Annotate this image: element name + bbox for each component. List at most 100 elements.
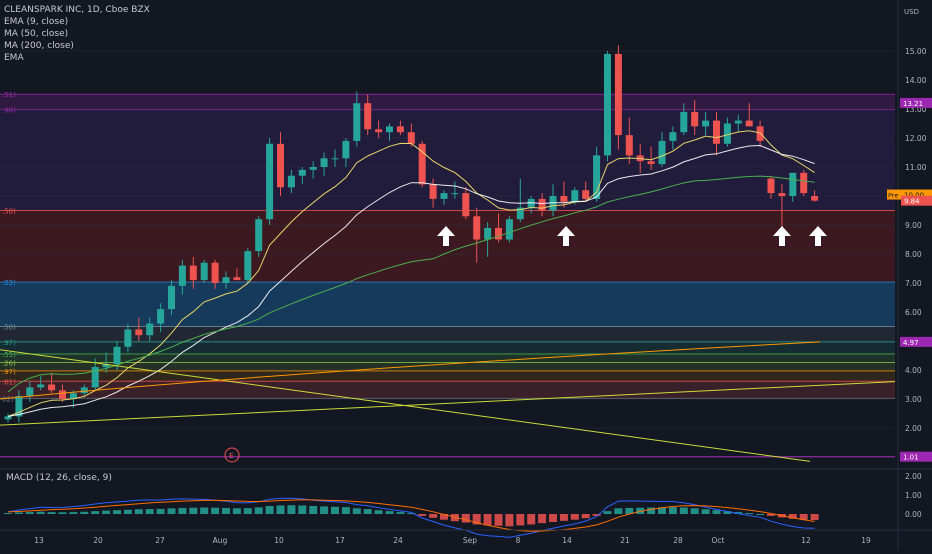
macd-tick: 1.00 — [905, 491, 922, 500]
candle-body — [157, 309, 165, 324]
macd-bar — [668, 507, 677, 514]
candle-body — [244, 251, 252, 281]
price-tick: 7.00 — [905, 279, 922, 288]
signal-line — [7, 499, 815, 532]
candle-body — [745, 120, 753, 127]
macd-bar — [123, 509, 132, 514]
trend-line-falling — [0, 349, 811, 462]
macd-bar — [134, 509, 143, 514]
time-tick: 20 — [93, 536, 103, 545]
macd-bar — [320, 506, 329, 514]
macd-bar — [91, 511, 100, 514]
macd-legend: MACD (12, 26, close, 9) — [6, 473, 112, 483]
fib-zone-8 — [0, 370, 895, 382]
candle-body — [178, 265, 186, 286]
fib-zone-9 — [0, 381, 895, 399]
macd-bar — [636, 507, 645, 514]
time-tick: 24 — [393, 536, 403, 545]
price-tag-low: 1.01 — [903, 454, 919, 462]
macd-bar — [331, 506, 339, 514]
candle-body — [146, 323, 154, 336]
trend-line-rising — [0, 381, 896, 426]
candle-body — [593, 155, 601, 199]
price-tick: 15.00 — [905, 47, 927, 56]
candle-body — [484, 227, 492, 240]
fib-zone-4 — [0, 326, 895, 342]
fib-zone-5 — [0, 341, 895, 355]
time-tick: 10 — [274, 536, 284, 545]
candle-body — [59, 390, 66, 399]
chart-legend: CLEANSPARK INC, 1D, Cboe BZX EMA (9, clo… — [4, 4, 150, 64]
price-tag-last: 9.84 — [904, 198, 920, 206]
fib-label-1: .98) — [2, 107, 16, 115]
candle-body — [375, 129, 383, 133]
candle-body — [168, 285, 175, 310]
price-tag-high-bg — [900, 97, 932, 108]
candle-body — [462, 193, 470, 217]
macd-bar — [549, 514, 557, 522]
candle-body — [277, 143, 284, 188]
price-tag-pre: 10.00 — [904, 192, 924, 200]
macd-line — [7, 497, 815, 538]
macd-bar — [243, 508, 252, 514]
candle-body — [80, 387, 88, 394]
price-tag-pre-bg — [901, 189, 932, 200]
price-tick: 11.00 — [905, 163, 927, 172]
price-tick: 12.00 — [905, 134, 927, 143]
candle-body — [135, 329, 143, 336]
macd-bar — [47, 512, 56, 514]
macd-bar — [538, 514, 547, 524]
macd-bar — [232, 508, 241, 514]
time-tick: Sep — [463, 536, 477, 545]
candle-body — [102, 364, 110, 368]
macd-bar — [701, 509, 710, 514]
macd-tick: 2.00 — [905, 472, 922, 481]
time-tick: 27 — [155, 536, 165, 545]
macd-bar — [799, 514, 808, 520]
candle-body — [418, 143, 426, 185]
price-tick: 14.00 — [905, 76, 927, 85]
candle-body — [15, 396, 23, 417]
fib-zone-7 — [0, 362, 895, 371]
price-tick: 13.00 — [905, 105, 927, 114]
macd-bar — [494, 514, 503, 526]
time-tick: 28 — [673, 536, 683, 545]
macd-bar — [407, 513, 416, 515]
candle-body — [396, 126, 404, 133]
candle-body — [691, 111, 699, 127]
candle-body — [571, 190, 579, 202]
macd-bar — [341, 507, 350, 514]
price-tag-support: 4.97 — [903, 339, 919, 347]
candle-body — [69, 393, 77, 399]
candle-body — [789, 172, 797, 196]
macd-bar — [712, 510, 721, 514]
macd-bar — [14, 512, 23, 514]
macd-bar — [352, 508, 361, 514]
macd-bar — [418, 514, 427, 516]
time-tick: Oct — [712, 536, 725, 545]
macd-bar — [178, 507, 187, 514]
macd-bar — [756, 514, 765, 515]
candle-body — [713, 120, 720, 144]
macd-bar — [647, 507, 656, 514]
macd-bar — [113, 510, 121, 514]
candle-body — [734, 120, 742, 124]
candle-body — [189, 265, 197, 281]
time-tick: 12 — [801, 536, 811, 545]
fib-zone-0 — [0, 94, 895, 110]
macd-bar — [145, 509, 154, 514]
candle-body — [723, 123, 731, 144]
macd-bar — [254, 507, 263, 514]
macd-bar — [25, 512, 34, 514]
price-tick: 4.00 — [905, 366, 922, 375]
fib-zone-6 — [0, 354, 895, 363]
macd-bar — [603, 511, 612, 514]
macd-tick: 0.00 — [905, 510, 922, 519]
candle-body — [320, 158, 328, 167]
ema9-line — [7, 130, 815, 417]
macd-bar — [723, 511, 732, 514]
macd-bar — [559, 514, 568, 521]
candle-body — [756, 126, 764, 141]
candle-body — [37, 384, 45, 388]
